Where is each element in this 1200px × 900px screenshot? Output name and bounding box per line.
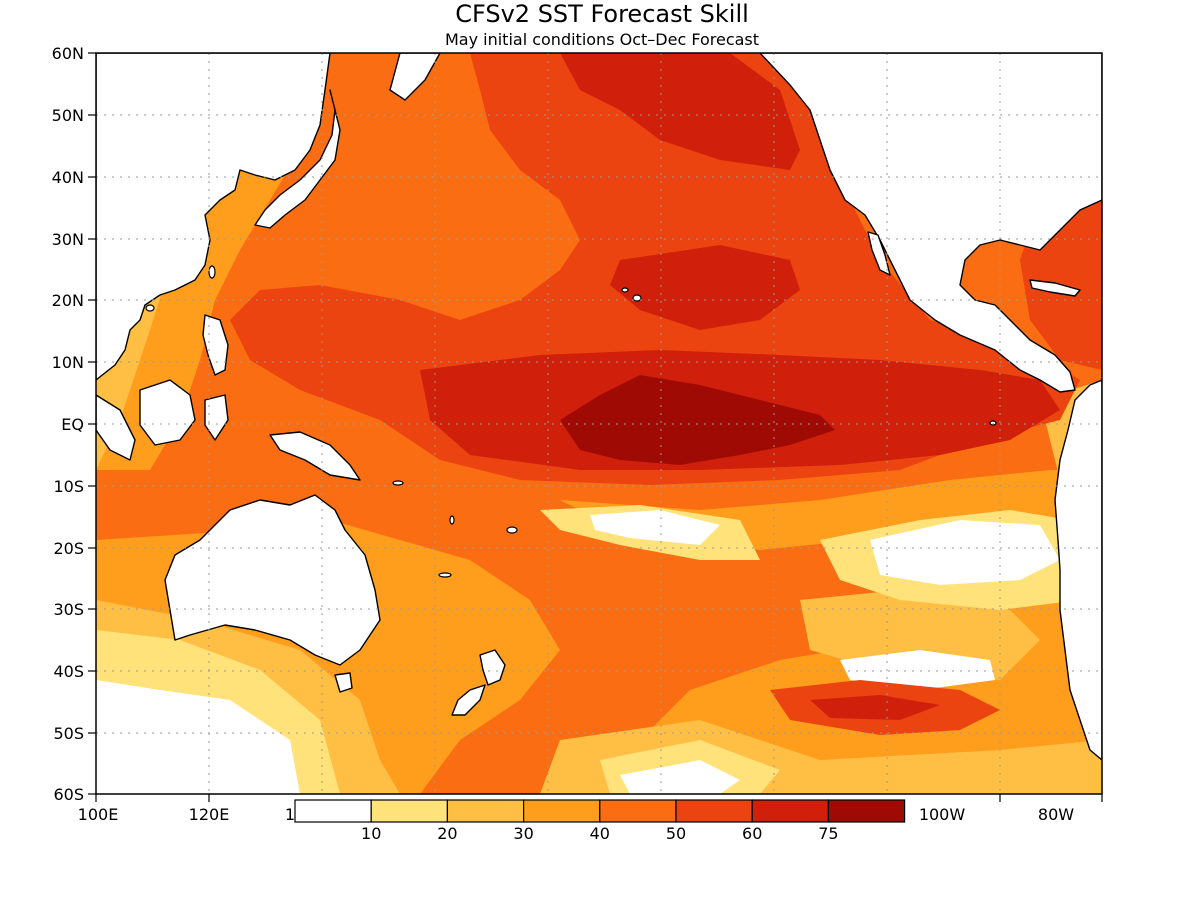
lat-label: 20S	[53, 539, 84, 558]
colorbar: 10 20 30 40 50 60 75	[294, 799, 906, 843]
island-hawaii	[621, 287, 629, 293]
landmass-tasmania	[334, 672, 353, 693]
land-masses	[96, 53, 1102, 761]
landmass-baja-california	[867, 231, 891, 276]
lat-label: 10N	[52, 353, 84, 372]
colorbar-tick-label: 10	[361, 824, 381, 843]
landmass-north-america	[759, 53, 1102, 393]
colorbar-tick-label: 60	[742, 824, 762, 843]
skill-band-60-75	[610, 245, 800, 330]
island-new-caledonia	[438, 572, 452, 578]
colorbar-tick-label: 30	[513, 824, 533, 843]
skill-band-0-10	[840, 650, 995, 690]
lon-label: 80W	[1038, 805, 1074, 824]
lon-label: 120E	[189, 805, 230, 824]
landmass-new-zealand-south	[451, 684, 486, 716]
skill-band-0-10	[590, 510, 720, 545]
lat-label: 40N	[52, 168, 84, 187]
pacific-islands	[145, 265, 997, 578]
landmass-cuba	[1029, 279, 1081, 297]
landmass-japan	[254, 89, 341, 229]
island-fiji	[506, 526, 518, 534]
landmass-australia	[164, 494, 381, 666]
colorbar-swatch	[675, 799, 753, 823]
plot-area	[96, 53, 1102, 794]
latitude-axis: 60N 50N 40N 30N 20N 10N EQ 10S 20S 30S 4…	[52, 44, 96, 804]
skill-band-75-plus	[560, 375, 835, 465]
colorbar-tick-label: 40	[590, 824, 610, 843]
colorbar-swatch	[827, 799, 906, 823]
lon-label: 100E	[78, 805, 119, 824]
lon-label: 1	[285, 805, 295, 824]
island-hawaii	[632, 294, 642, 302]
skill-band-0-10	[620, 760, 740, 794]
skill-band-60-75	[810, 695, 940, 720]
skill-band-0-10	[96, 680, 300, 794]
island-solomon	[392, 480, 404, 486]
colorbar-swatch	[294, 799, 372, 823]
island-vanuatu	[449, 515, 455, 525]
colorbar-swatch	[370, 799, 449, 823]
landmass-kamchatka	[389, 53, 441, 101]
lat-label: 20N	[52, 291, 84, 310]
lat-label: 30N	[52, 230, 84, 249]
colorbar-tick-label: 20	[437, 824, 457, 843]
colorbar-tick-label: 50	[666, 824, 686, 843]
lat-label: 10S	[53, 477, 84, 496]
lat-label: 60S	[53, 785, 84, 804]
landmass-asia	[96, 53, 331, 381]
colorbar-tick-label: 75	[818, 824, 838, 843]
landmass-philippines	[202, 314, 229, 376]
landmass-sulawesi	[204, 394, 229, 441]
landmass-new-guinea	[269, 431, 361, 481]
island-hainan	[145, 304, 155, 312]
map-title: CFSv2 SST Forecast Skill	[455, 0, 749, 28]
lon-label: 100W	[919, 805, 966, 824]
landmass-sumatra	[96, 394, 136, 461]
colorbar-swatch	[446, 799, 525, 823]
lat-label: 50N	[52, 106, 84, 125]
island-galapagos	[989, 420, 997, 426]
landmass-south-america	[1054, 379, 1102, 761]
island-taiwan	[208, 265, 216, 279]
longitude-axis: 100E 120E 1 100W 80W	[78, 794, 1103, 824]
lat-label: 30S	[53, 600, 84, 619]
lat-label: 50S	[53, 724, 84, 743]
graticule	[96, 53, 1102, 794]
lat-label: 40S	[53, 662, 84, 681]
map-subtitle: May initial conditions Oct–Dec Forecast	[445, 30, 759, 49]
colorbar-swatch	[751, 799, 830, 823]
skill-band-60-75	[560, 53, 800, 170]
colorbar-swatch	[522, 799, 601, 823]
lat-label: EQ	[61, 415, 84, 434]
landmass-new-zealand-north	[479, 649, 506, 686]
lat-label: 60N	[52, 44, 84, 63]
colorbar-swatch	[599, 799, 677, 823]
landmass-borneo	[139, 379, 196, 446]
skill-band-0-10	[870, 520, 1060, 585]
